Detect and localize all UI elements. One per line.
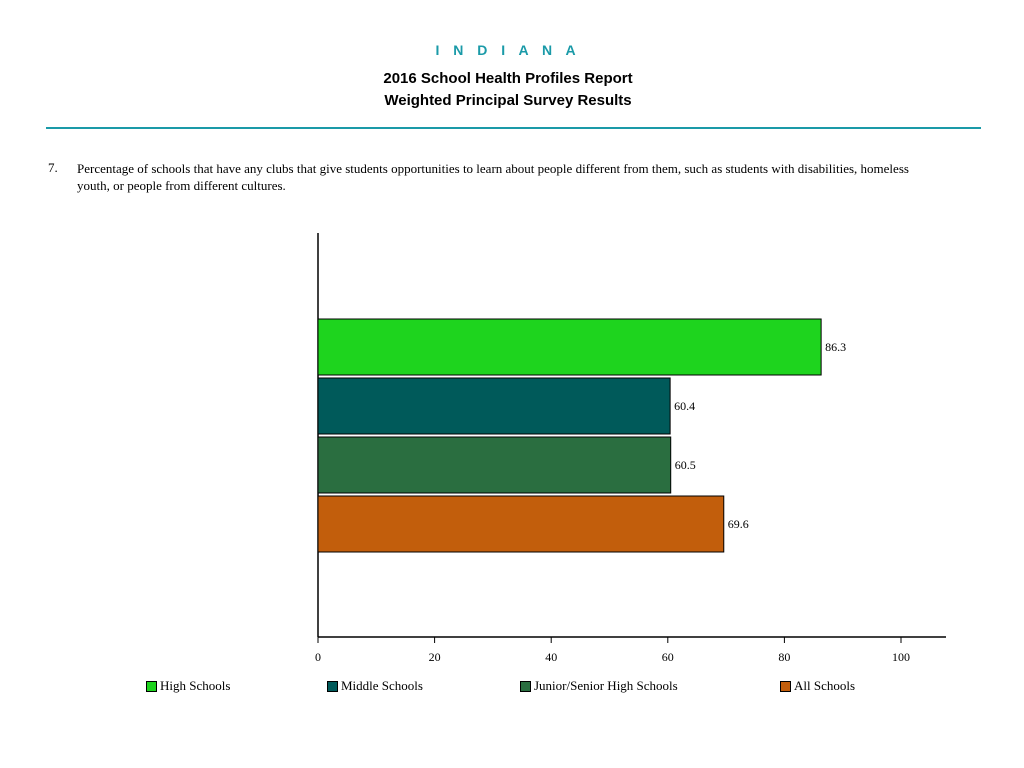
bar-chart: 0 20 40 60 80 100 86.3 60.4 60.5 69.6: [315, 233, 946, 664]
header-divider: [46, 127, 981, 129]
legend-label: Middle Schools: [341, 678, 423, 693]
bar-value-label: 86.3: [825, 340, 846, 354]
x-tick-label: 80: [778, 650, 790, 664]
legend-item: All Schools: [780, 678, 855, 694]
legend-swatch: [780, 680, 791, 692]
legend-swatch: [520, 680, 531, 692]
x-tick-label: 0: [315, 650, 321, 664]
x-tick-label: 100: [892, 650, 910, 664]
bar-all-schools: [317, 495, 725, 553]
chart-legend: High Schools Middle Schools Junior/Senior …: [0, 678, 1024, 696]
legend-swatch: [146, 680, 157, 692]
legend-swatch: [327, 680, 338, 692]
x-tick-label: 40: [545, 650, 557, 664]
bar-value-label: 60.5: [675, 458, 696, 472]
x-tick-label: 60: [662, 650, 674, 664]
question-text: Percentage of schools that have any club…: [77, 161, 909, 193]
report-title: 2016 School Health Profiles Report: [383, 70, 633, 87]
legend-label: Junior/Senior High Schools: [534, 678, 678, 693]
legend-item: Junior/Senior High Schools: [520, 678, 678, 694]
x-tick-label: 20: [429, 650, 441, 664]
legend-item: High Schools: [146, 678, 230, 694]
bar-middle-schools: [317, 377, 671, 435]
legend-label: High Schools: [160, 678, 231, 693]
question-number: 7.: [48, 160, 58, 175]
legend-label: All Schools: [794, 678, 856, 693]
bar-value-label: 60.4: [674, 399, 695, 413]
bar-junior-senior-high-schools: [317, 436, 672, 494]
bar-value-label: 69.6: [728, 517, 749, 531]
report-subtitle: Weighted Principal Survey Results: [384, 92, 632, 109]
legend-item: Middle Schools: [327, 678, 423, 694]
state-title: I N D I A N A: [435, 42, 581, 58]
bar-high-schools: [317, 318, 822, 376]
